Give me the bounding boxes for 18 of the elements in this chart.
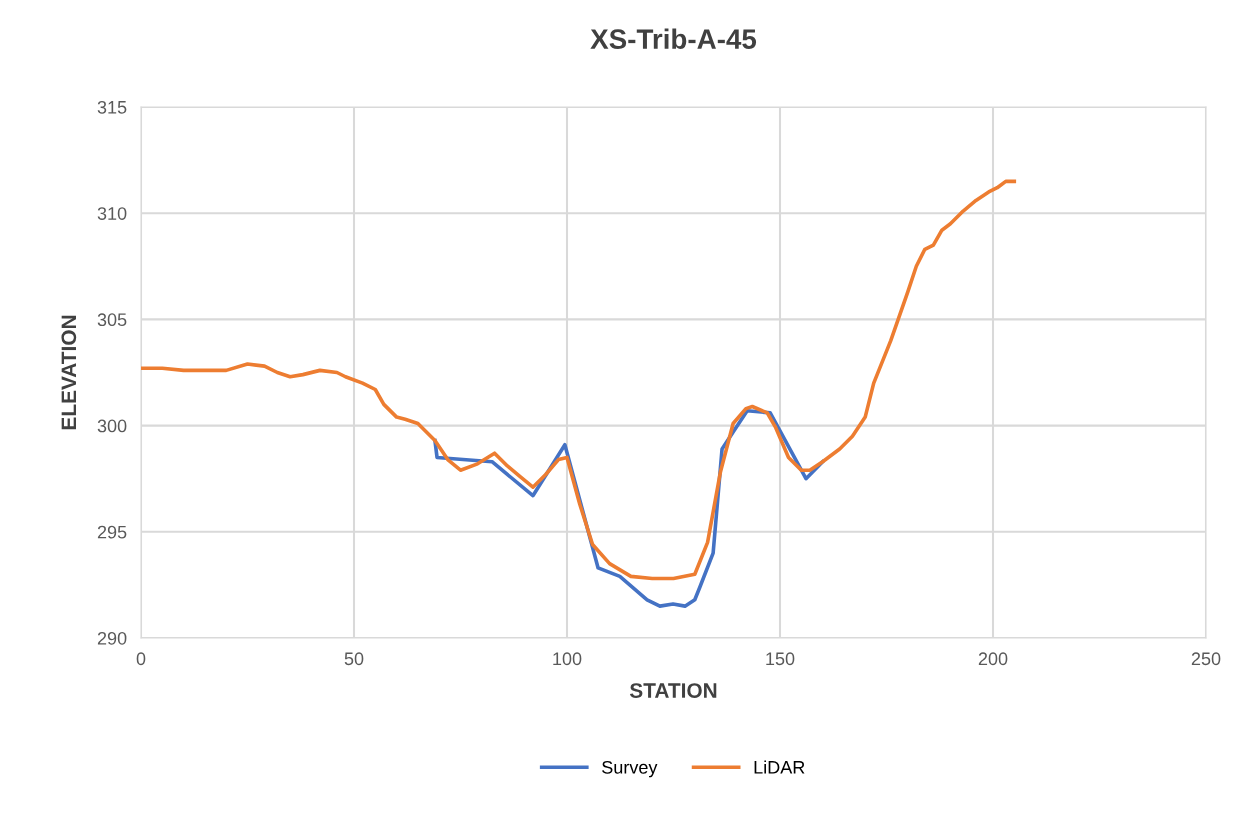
y-axis-title: ELEVATION bbox=[61, 315, 77, 430]
y-tick-label: 315 bbox=[97, 100, 127, 114]
x-tick-label: 0 bbox=[136, 652, 146, 666]
x-tick-label: 200 bbox=[978, 652, 1008, 666]
x-axis-title: STATION bbox=[629, 683, 717, 698]
y-tick-label: 310 bbox=[97, 207, 127, 220]
x-tick-label: 50 bbox=[344, 652, 364, 666]
y-tick-label: 290 bbox=[97, 631, 127, 645]
legend-label: LiDAR bbox=[754, 760, 805, 774]
y-tick-label: 305 bbox=[97, 313, 127, 327]
x-tick-label: 100 bbox=[553, 652, 582, 666]
y-tick-label: 295 bbox=[97, 525, 127, 539]
x-tick-label: 150 bbox=[766, 652, 795, 666]
legend-label: Survey bbox=[602, 760, 658, 778]
x-tick-label: 250 bbox=[1191, 652, 1221, 666]
chart-title: XS-Trib-A-45 bbox=[590, 28, 757, 49]
line-series bbox=[141, 179, 1017, 581]
y-tick-label: 300 bbox=[97, 419, 127, 433]
